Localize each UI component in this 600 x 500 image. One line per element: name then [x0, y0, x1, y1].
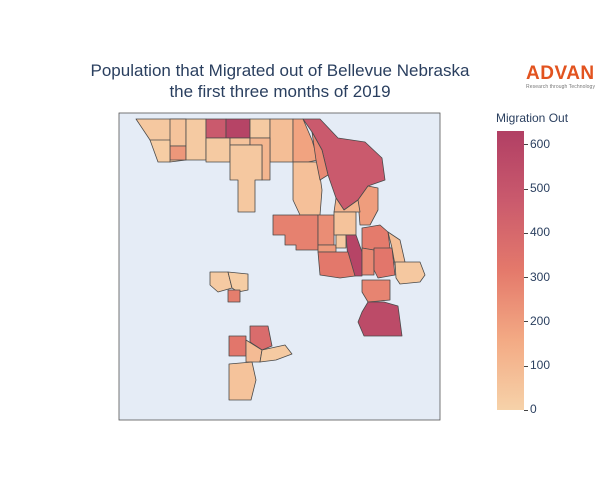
region-se-1[interactable]	[373, 247, 396, 279]
region-nw-strip[interactable]	[149, 139, 171, 163]
region-mid-3[interactable]	[333, 211, 357, 236]
colorbar-tick-500: 500	[530, 181, 551, 195]
region-se-3[interactable]	[394, 261, 426, 285]
advan-logo: ADVAN Research through Technology	[526, 63, 596, 91]
colorbar-gradient	[497, 131, 524, 410]
region-n-8[interactable]	[205, 137, 231, 163]
colorbar-tick-mark	[524, 144, 528, 145]
region-east-2[interactable]	[333, 197, 361, 213]
colorbar-tick-mark	[524, 233, 528, 234]
map-title: Population that Migrated out of Bellevue…	[40, 60, 520, 102]
colorbar-tick-200: 200	[530, 314, 551, 328]
region-w-2[interactable]	[227, 271, 249, 293]
colorbar-tick-mark	[524, 366, 528, 367]
region-mid-7[interactable]	[317, 251, 356, 279]
region-mid-8[interactable]	[361, 247, 375, 276]
region-n-4[interactable]	[205, 118, 227, 139]
logo-wordmark: ADVAN	[526, 63, 595, 84]
region-n-9[interactable]	[229, 137, 251, 146]
region-s-4[interactable]	[259, 344, 293, 363]
region-mid-4[interactable]	[335, 234, 347, 249]
region-layer	[135, 118, 426, 401]
region-s-5[interactable]	[228, 361, 257, 401]
title-line-1: Population that Migrated out of Bellevue…	[90, 61, 470, 80]
region-s-1[interactable]	[228, 335, 247, 357]
colorbar-tick-400: 400	[530, 225, 551, 239]
region-center-tall[interactable]	[229, 144, 263, 213]
colorbar-tick-mark	[524, 321, 528, 322]
region-ne-inner[interactable]	[311, 131, 329, 181]
colorbar-tick-mark	[524, 277, 528, 278]
colorbar-tick-mark	[524, 410, 528, 411]
region-se-4[interactable]	[361, 279, 391, 303]
region-n-7[interactable]	[269, 118, 294, 163]
logo-tagline: Research through Technology	[526, 84, 596, 90]
region-mid-2[interactable]	[317, 244, 337, 253]
colorbar-tick-600: 600	[530, 137, 551, 151]
region-n-2[interactable]	[169, 145, 187, 161]
region-mid-1[interactable]	[317, 214, 335, 246]
region-s-2[interactable]	[249, 325, 273, 351]
region-w-1[interactable]	[209, 271, 233, 293]
region-se-5[interactable]	[357, 301, 403, 337]
region-n-1[interactable]	[169, 118, 187, 147]
colorbar-title: Migration Out	[496, 111, 569, 125]
colorbar-tick-100: 100	[530, 358, 551, 372]
region-w-3[interactable]	[227, 289, 241, 303]
title-line-2: the first three months of 2019	[169, 82, 391, 101]
region-east-1[interactable]	[357, 185, 379, 226]
region-n-3[interactable]	[185, 118, 207, 161]
region-n-5[interactable]	[225, 118, 251, 139]
region-n-6[interactable]	[249, 118, 271, 139]
colorbar-tick-mark	[524, 189, 528, 190]
colorbar-tick-0: 0	[530, 402, 537, 416]
colorbar-tick-300: 300	[530, 270, 551, 284]
